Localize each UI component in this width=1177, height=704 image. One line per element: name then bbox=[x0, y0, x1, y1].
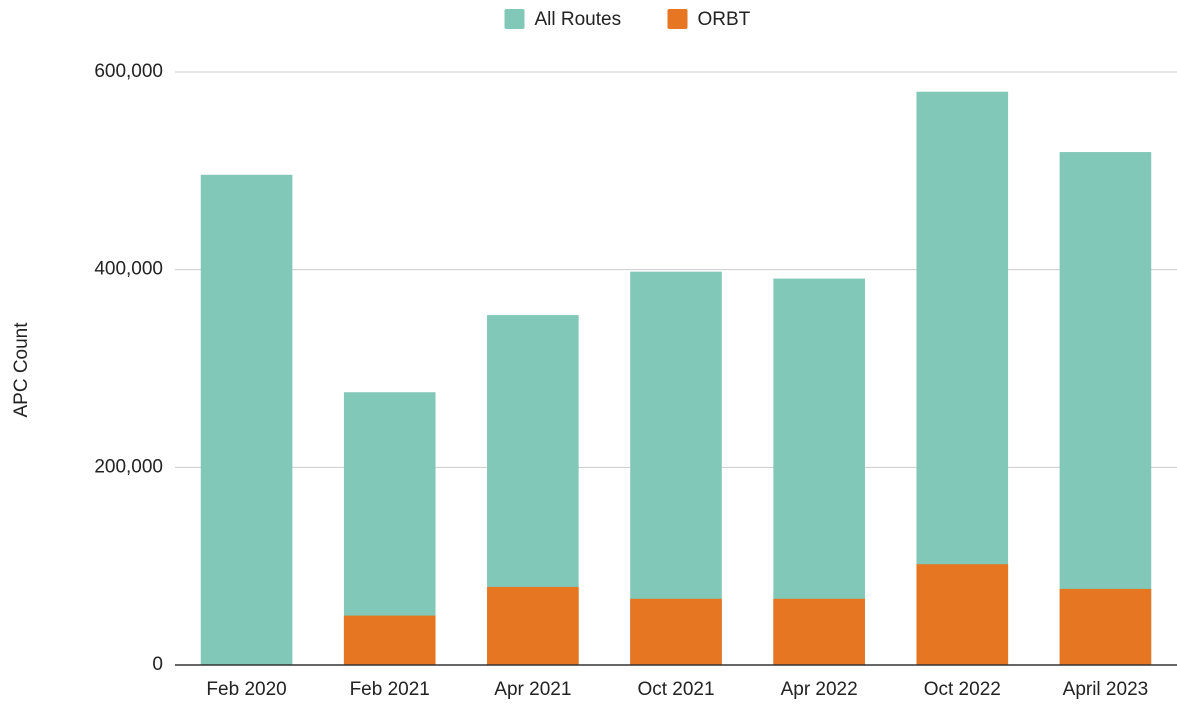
y-tick-label: 0 bbox=[152, 654, 163, 675]
y-tick-label: 600,000 bbox=[94, 61, 163, 82]
x-tick-label: April 2023 bbox=[1063, 679, 1149, 700]
legend-label: ORBT bbox=[698, 9, 751, 30]
bar bbox=[916, 564, 1009, 665]
legend-swatch bbox=[504, 9, 525, 29]
bar bbox=[343, 615, 436, 665]
bar bbox=[200, 174, 293, 665]
legend-label: All Routes bbox=[535, 9, 622, 30]
bar bbox=[1059, 588, 1152, 665]
x-tick-label: Feb 2021 bbox=[350, 679, 430, 700]
x-tick-label: Oct 2021 bbox=[637, 679, 714, 700]
y-tick-label: 200,000 bbox=[94, 456, 163, 477]
x-tick-label: Apr 2021 bbox=[494, 679, 571, 700]
bar bbox=[630, 598, 722, 665]
x-tick-label: Oct 2022 bbox=[924, 679, 1001, 700]
bar bbox=[1059, 152, 1152, 665]
x-tick-label: Feb 2020 bbox=[206, 679, 286, 700]
bar bbox=[487, 586, 579, 665]
y-tick-label: 400,000 bbox=[94, 259, 163, 280]
legend-swatch bbox=[667, 9, 688, 29]
y-axis-label: APC Count bbox=[11, 322, 32, 418]
x-tick-label: Apr 2022 bbox=[781, 679, 858, 700]
bar bbox=[773, 598, 865, 665]
